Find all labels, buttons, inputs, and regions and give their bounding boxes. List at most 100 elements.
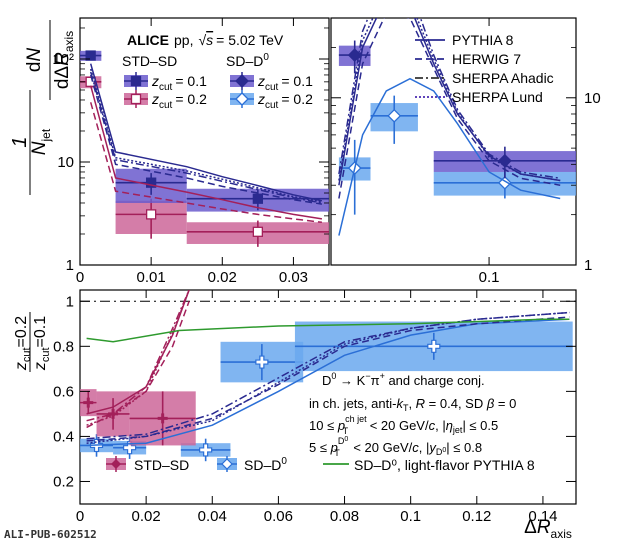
svg-text:Njet: Njet [29,128,53,155]
legend-herwig7: HERWIG 7 [452,51,521,67]
axes-ticks: 0 0.01 0.02 0.03 1 10 10² 0.1 1 10 0 0.02 0.04 0.06 0.… [52,17,601,525]
legend-std-sd: STD–SD [134,457,189,473]
data-point [157,413,168,424]
model-line [89,63,323,202]
x-tick-label: 0.03 [279,269,308,286]
y-tick-label: 10 [57,154,74,171]
bottom-info: D0 → K−π+ and charge conj. in ch. jets, … [309,371,516,458]
legend-marker [130,93,142,105]
model-line [89,85,323,220]
svg-text:D0 → K−π+ and charge conj.: D0 → K−π+ and charge conj. [322,371,485,388]
legend-sd-d0: SD–D [244,457,281,473]
data-point [387,108,402,123]
data-point [255,355,269,369]
energy-label: = 5.02 TeV [216,32,284,48]
svg-text:dΔRaxis: dΔRaxis [52,31,76,89]
publication-id: ALI-PUB-602512 [4,528,97,541]
collision-system: pp, [174,32,193,48]
data-point [347,48,362,63]
svg-text:1: 1 [9,136,31,147]
model-line [86,318,570,447]
legend-light-flavor: SD–D⁰, light-flavor PYTHIA 8 [354,457,535,473]
y-tick-label: 0.8 [53,338,74,355]
y-tick-label: 1 [66,293,74,310]
zcut-02-label-sd: = 0.2 [281,91,313,107]
bottom-y-axis-label: zcut=0.2 zcut=0.1 [13,312,52,372]
model-line [338,18,561,199]
panel-top-left-frame [79,17,330,266]
y-tick-label: 0.6 [53,383,74,400]
svg-text:dN: dN [24,48,45,73]
panel-top-right-plot [338,0,576,236]
data-point [123,441,137,455]
x-tick-label: 0.08 [330,508,359,525]
model-line [86,290,190,422]
svg-text:zcut= 0.1: zcut = 0.1 [257,73,313,93]
x-tick-label: 0 [76,269,84,286]
x-tick-label: 0.12 [462,508,491,525]
x-tick-label: 0.01 [137,269,166,286]
data-point [85,50,96,61]
model-line [86,316,570,442]
y-tick-label: 0.4 [53,428,74,445]
y-tick-label: 10 [584,90,601,107]
col-sd-d0: SD–D [226,53,263,69]
legend-sherpa-lund: SHERPA Lund [452,89,543,105]
x-tick-label: 0.06 [264,508,293,525]
legend-marker [235,92,249,106]
data-point [427,339,441,353]
panel-bottom-plot [80,290,576,462]
data-point [252,193,264,204]
model-line [89,71,323,204]
model-line [89,68,323,203]
legend-marker [235,74,249,88]
experiment-name: ALICE [127,32,169,48]
zcut-02-label: = 0.2 [175,91,207,107]
bottom-legend: STD–SD SD–D0 SD–D⁰, light-flavor PYTHIA … [106,456,535,473]
panel-top-left-plot [80,50,329,247]
x-tick-label: 0 [76,508,84,525]
y-tick-label: 0.2 [53,473,74,490]
syst-box [371,0,418,5]
header-legend: ALICE pp, √s = 5.02 TeV STD–SD SD–D0 zcut = … [122,32,313,111]
panel-top-right-frame [330,17,577,266]
y-tick-label: 1 [66,257,74,274]
x-tick-label: 0.02 [208,269,237,286]
svg-text:SD–D0: SD–D0 [226,52,269,69]
top-y-axis-label: 1 Njet dN dΔRaxis [9,20,76,195]
model-line [89,74,323,205]
svg-text:zcut= 0.1: zcut = 0.1 [151,73,207,93]
data-point [199,443,213,457]
model-legend: PYTHIA 8 HERWIG 7 SHERPA Ahadic SHERPA L… [415,32,554,105]
svg-text:in ch. jets, anti-kT, R = 0.4,: in ch. jets, anti-kT, R = 0.4, SD β = 0 [309,396,516,413]
svg-text:zcut= 0.2: zcut = 0.2 [257,91,313,111]
model-line [338,18,561,180]
x-tick-label: 0.04 [198,508,227,525]
data-point [388,0,400,1]
y-tick-label: 1 [584,257,592,274]
data-point [252,226,264,237]
model-line [338,18,561,182]
model-line [86,318,570,343]
x-axis-label: ΔRaxis [524,517,572,541]
svg-text:SD–D0: SD–D0 [244,456,287,473]
x-tick-label: 0.1 [400,508,421,525]
x-tick-label: 0.02 [132,508,161,525]
x-tick-label: 0.1 [479,269,500,286]
zcut-01-label: = 0.1 [175,73,207,89]
legend-marker [130,75,142,87]
svg-text:zcut=0.1: zcut=0.1 [32,316,52,371]
model-line [86,290,190,426]
col-std-sd: STD–SD [122,53,177,69]
y-tick-label: 10² [52,51,74,68]
model-line [86,311,570,444]
svg-text:zcut= 0.2: zcut = 0.2 [151,91,207,111]
legend-pythia8: PYTHIA 8 [452,32,514,48]
zcut-01-label-sd: = 0.1 [281,73,313,89]
data-point [83,397,94,408]
model-line [338,77,561,236]
